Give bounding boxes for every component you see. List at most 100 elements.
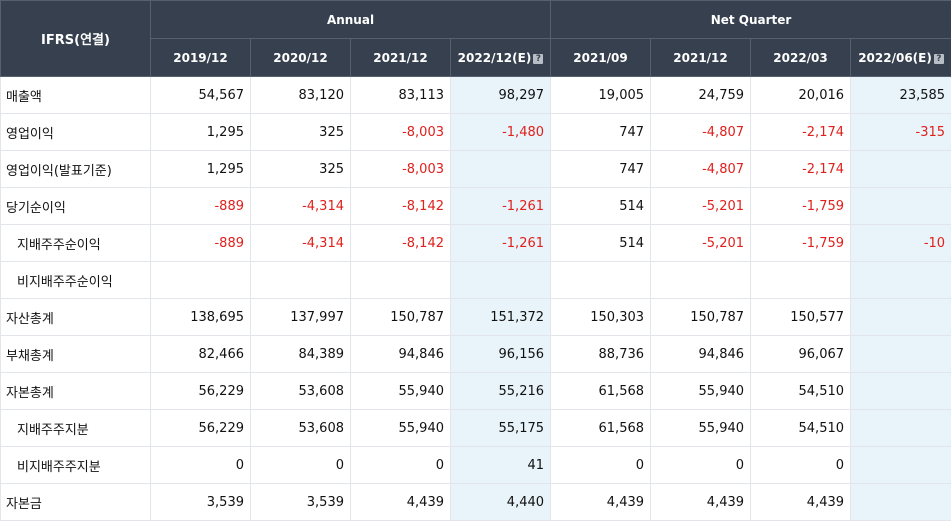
net-quarter-header: Net Quarter (550, 0, 951, 39)
period-header: 2019/12 (150, 38, 251, 77)
value-cell: 54,567 (150, 76, 251, 114)
value-cell (850, 446, 951, 484)
row-label: 지배주주지분 (0, 409, 151, 447)
row-label: 부채총계 (0, 335, 151, 373)
value-cell: 82,466 (150, 335, 251, 373)
value-cell: 325 (250, 113, 351, 151)
period-label: 2019/12 (173, 50, 228, 65)
value-cell: 55,175 (449, 409, 552, 447)
value-cell: 4,439 (650, 483, 752, 521)
row-label: 지배주주순이익 (0, 224, 151, 262)
value-cell: -4,314 (250, 224, 351, 262)
period-label: 2022/03 (773, 50, 828, 65)
value-cell: 1,295 (150, 113, 251, 151)
value-cell: 94,846 (350, 335, 451, 373)
table-row: 부채총계 82,466 84,389 94,846 96,156 88,736 94,846… (0, 335, 951, 373)
value-cell: 514 (550, 224, 652, 262)
row-label: 자본금 (0, 483, 151, 521)
row-label: 영업이익 (0, 113, 151, 151)
value-cell: 0 (650, 446, 752, 484)
value-cell: 150,787 (350, 298, 451, 336)
value-cell: 150,787 (650, 298, 752, 336)
value-cell: -1,759 (750, 224, 852, 262)
row-label: 매출액 (0, 76, 151, 114)
value-cell: -1,261 (449, 224, 552, 262)
value-cell: 0 (250, 446, 351, 484)
value-cell: 19,005 (550, 76, 652, 114)
period-label: 2021/09 (573, 50, 628, 65)
period-header: 2021/12 (350, 38, 451, 77)
value-cell: 55,940 (650, 409, 752, 447)
value-cell: 747 (550, 113, 652, 151)
value-cell (850, 483, 951, 521)
value-cell (550, 261, 652, 299)
value-cell: 3,539 (150, 483, 251, 521)
value-cell: 84,389 (250, 335, 351, 373)
table-row: 매출액 54,567 83,120 83,113 98,297 19,005 24,759 2… (0, 76, 951, 114)
table-row: 자본금 3,539 3,539 4,439 4,440 4,439 4,439 4,439 (0, 483, 951, 521)
period-header: 2022/03 (750, 38, 852, 77)
value-cell: -8,142 (350, 224, 451, 262)
value-cell: -315 (850, 113, 951, 151)
row-label: 영업이익(발표기준) (0, 150, 151, 188)
period-header: 2020/12 (250, 38, 351, 77)
value-cell: 55,216 (449, 372, 552, 410)
value-cell: -4,807 (650, 113, 752, 151)
value-cell: 24,759 (650, 76, 752, 114)
value-cell: -4,807 (650, 150, 752, 188)
row-label: 비지배주주순이익 (0, 261, 151, 299)
value-cell: 96,067 (750, 335, 852, 373)
value-cell (850, 187, 951, 225)
value-cell: -1,261 (449, 187, 552, 225)
table-row: 당기순이익 -889 -4,314 -8,142 -1,261 514 -5,201 -1,7… (0, 187, 951, 225)
table-row: 영업이익(발표기준) 1,295 325 -8,003 747 -4,807 -2,174 (0, 150, 951, 188)
value-cell (850, 298, 951, 336)
value-cell: 53,608 (250, 372, 351, 410)
period-label: 2020/12 (273, 50, 328, 65)
row-label: 당기순이익 (0, 187, 151, 225)
value-cell (650, 261, 752, 299)
value-cell: -2,174 (750, 150, 852, 188)
value-cell: -8,003 (350, 150, 451, 188)
table-row: 영업이익 1,295 325 -8,003 -1,480 747 -4,807 -2,174-… (0, 113, 951, 151)
period-label: 2022/06(E) (858, 50, 932, 65)
value-cell: 0 (750, 446, 852, 484)
value-cell: 88,736 (550, 335, 652, 373)
value-cell: 56,229 (150, 372, 251, 410)
table-row: 비지배주주지분 0 0 0 41 0 0 0 (0, 446, 951, 484)
value-cell: 151,372 (449, 298, 552, 336)
value-cell: 4,440 (449, 483, 552, 521)
value-cell: -5,201 (650, 187, 752, 225)
value-cell: -8,142 (350, 187, 451, 225)
value-cell: -4,314 (250, 187, 351, 225)
value-cell: 55,940 (650, 372, 752, 410)
table-body: 매출액 54,567 83,120 83,113 98,297 19,005 24,759 2… (0, 76, 951, 521)
value-cell: 3,539 (250, 483, 351, 521)
value-cell: -889 (150, 187, 251, 225)
value-cell: 0 (350, 446, 451, 484)
question-icon[interactable]: ? (933, 53, 944, 64)
value-cell: 96,156 (449, 335, 552, 373)
value-cell: -1,759 (750, 187, 852, 225)
value-cell: 150,577 (750, 298, 852, 336)
value-cell: -8,003 (350, 113, 451, 151)
value-cell: 83,120 (250, 76, 351, 114)
value-cell: 54,510 (750, 372, 852, 410)
table-row: 지배주주지분 56,229 53,608 55,940 55,175 61,568 55,9… (0, 409, 951, 447)
value-cell (150, 261, 251, 299)
value-cell: 61,568 (550, 372, 652, 410)
value-cell: 138,695 (150, 298, 251, 336)
period-label: 2022/12(E) (457, 50, 532, 65)
value-cell: -10 (850, 224, 951, 262)
value-cell: 54,510 (750, 409, 852, 447)
value-cell (750, 261, 852, 299)
value-cell (250, 261, 351, 299)
value-cell: 325 (250, 150, 351, 188)
table-row: 비지배주주순이익 (0, 261, 951, 299)
value-cell: 1,295 (150, 150, 251, 188)
question-icon[interactable]: ? (533, 53, 544, 64)
value-cell (850, 335, 951, 373)
value-cell: 0 (550, 446, 652, 484)
value-cell: 4,439 (750, 483, 852, 521)
